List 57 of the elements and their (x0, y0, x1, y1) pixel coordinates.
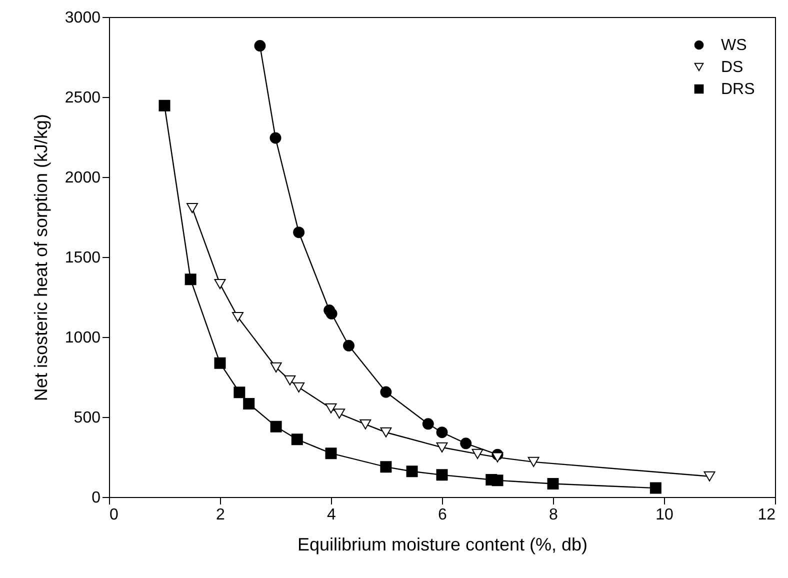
x-tick-label: 2 (216, 506, 226, 524)
legend-label: DRS (721, 81, 755, 98)
point (243, 398, 255, 410)
y-tick-label: 1000 (64, 330, 101, 346)
point (325, 448, 337, 460)
point (334, 408, 346, 419)
point (528, 456, 540, 467)
point (270, 420, 282, 432)
point (293, 382, 305, 392)
legend-label: DS (721, 59, 744, 76)
x-tick-label: 10 (656, 506, 674, 524)
legend-label: WS (721, 37, 747, 54)
point (406, 466, 418, 478)
x-tick-label: 12 (758, 506, 776, 524)
point (232, 312, 244, 322)
x-tick-label: 8 (549, 506, 558, 524)
point (360, 419, 372, 430)
point (380, 386, 392, 398)
point (436, 426, 448, 438)
point (704, 471, 716, 482)
point (547, 478, 559, 490)
x-tick-label: 4 (327, 506, 336, 524)
point (472, 448, 484, 459)
point (184, 274, 196, 286)
x-tick-label: 0 (110, 506, 118, 524)
point (186, 203, 198, 214)
point (460, 438, 472, 450)
point (270, 362, 282, 372)
point (422, 418, 434, 430)
point (492, 474, 504, 486)
y-tick-label: 1500 (64, 250, 101, 266)
point (343, 340, 355, 352)
y-tick-label: 2500 (64, 90, 101, 106)
y-tick-label: 3000 (64, 10, 101, 26)
y-tick-label: 0 (92, 490, 101, 506)
point (650, 482, 662, 494)
point (270, 132, 282, 144)
point (380, 461, 392, 473)
point (234, 386, 246, 398)
point (436, 469, 448, 481)
point (214, 279, 226, 290)
point (291, 434, 303, 446)
point (436, 442, 448, 452)
y-tick-label: 2000 (64, 170, 101, 186)
y-axis-title: Net isosteric heat of sorption (kJ/kg) (30, 114, 51, 402)
point (380, 427, 392, 438)
x-tick-label: 6 (438, 506, 448, 524)
point (158, 100, 170, 112)
point (284, 375, 296, 386)
point (326, 308, 338, 320)
y-tick-label: 500 (74, 410, 101, 426)
x-axis-title: Equilibrium moisture content (%, db) (297, 534, 588, 554)
point (214, 357, 226, 369)
point (325, 403, 337, 414)
point (492, 452, 504, 462)
point (293, 226, 305, 238)
point (254, 40, 266, 52)
